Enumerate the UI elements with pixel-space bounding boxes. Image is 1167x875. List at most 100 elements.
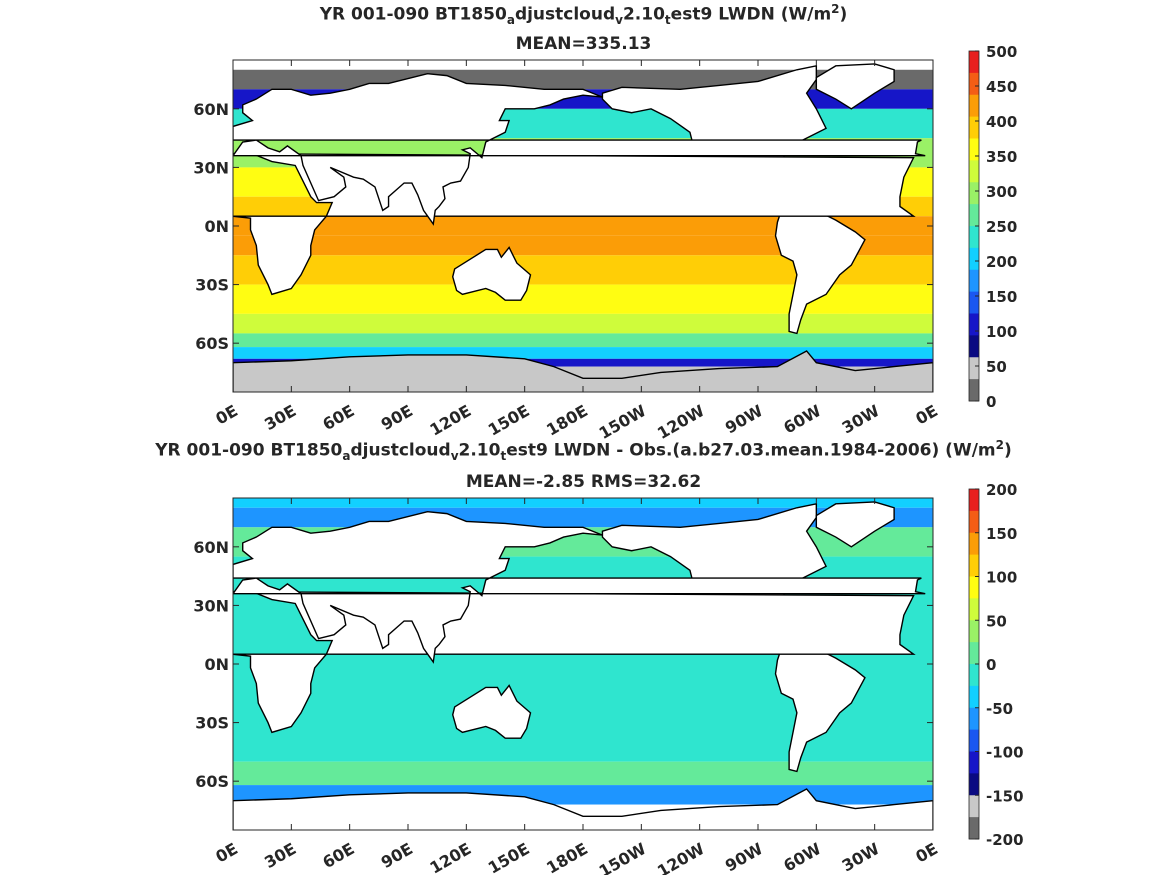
x-tick-label: 30E <box>261 401 299 434</box>
colorbar-segment <box>969 116 979 139</box>
colorbar-segment <box>969 247 979 271</box>
x-tick-label: 60E <box>319 839 357 872</box>
panel1-title: YR 001-090 BT1850adjustcloudv2.10test9 L… <box>319 2 848 28</box>
ocean-band <box>233 347 933 359</box>
colorbar-segment <box>969 729 979 752</box>
x-tick-label: 60W <box>780 839 824 875</box>
x-tick-label: 120W <box>654 839 708 875</box>
colorbar-segment <box>969 269 979 293</box>
colorbar-tick-label: 150 <box>986 525 1017 543</box>
y-tick-label: 60S <box>195 334 229 353</box>
x-tick-label: 180E <box>543 839 591 875</box>
colorbar-segment <box>969 313 979 336</box>
colorbar-tick-label: 100 <box>986 323 1017 341</box>
x-tick-label: 0E <box>912 401 941 428</box>
colorbar-segment <box>969 291 979 314</box>
colorbar-segment <box>969 620 979 643</box>
colorbar-segment <box>969 554 979 577</box>
colorbar-segment <box>969 685 979 709</box>
y-tick-label: 0N <box>204 217 229 236</box>
landmass-greenland <box>815 501 895 548</box>
x-tick-label: 0E <box>212 401 241 428</box>
y-tick-label: 30N <box>193 596 229 615</box>
colorbar-tick-label: 0 <box>986 393 996 411</box>
y-tick-label: 60N <box>193 100 229 119</box>
landmass-australia <box>451 684 532 739</box>
colorbar-segment <box>969 160 979 183</box>
landmass-antarctica <box>233 788 933 830</box>
ocean-band <box>233 216 933 236</box>
colorbar-tick-label: 200 <box>986 253 1017 271</box>
colorbar-tick-label: -150 <box>986 787 1024 805</box>
x-tick-label: 120W <box>654 401 708 443</box>
colorbar-tick-label: 400 <box>986 113 1017 131</box>
colorbar-tick-label: -200 <box>986 831 1024 849</box>
colorbar-segment <box>969 138 979 161</box>
colorbar-segment <box>969 204 979 227</box>
ocean-band <box>233 761 933 786</box>
colorbar-tick-label: 50 <box>986 612 1007 630</box>
colorbar-tick-label: 100 <box>986 569 1017 587</box>
ocean-band <box>233 358 933 367</box>
x-tick-label: 180E <box>543 401 591 440</box>
panel1-subtitle: MEAN=335.13 <box>515 34 652 54</box>
colorbar-tick-label: 200 <box>986 481 1017 499</box>
x-tick-label: 120E <box>426 401 474 440</box>
x-tick-label: 150W <box>596 839 650 875</box>
colorbar-tick-label: 300 <box>986 183 1017 201</box>
y-tick-label: 0N <box>204 655 229 674</box>
colorbar-tick-label: 150 <box>986 288 1017 306</box>
map-panel-1: 0E 30E 60E 90E 120E 150E 180E 150W 120W 90W 60W 30W… <box>193 43 1017 443</box>
colorbar-segment <box>969 576 979 599</box>
colorbar-segment <box>969 335 979 358</box>
x-tick-label: 90E <box>378 839 416 872</box>
x-tick-label: 0E <box>212 839 241 866</box>
colorbar-segment <box>969 795 979 818</box>
x-tick-label: 150E <box>485 401 533 440</box>
colorbar-segment <box>969 226 979 249</box>
ocean-band <box>233 235 933 256</box>
colorbar-segment <box>969 707 979 731</box>
colorbar-segment <box>969 751 979 774</box>
landmass-greenland <box>815 63 895 110</box>
landmass-southAmerica <box>774 203 866 335</box>
landmass-australia <box>451 246 532 301</box>
x-tick-label: 90W <box>722 401 766 438</box>
colorbar-tick-label: 50 <box>986 358 1007 376</box>
map-panel-2: 0E 30E 60E 90E 120E 150E 180E 150W 120W 90W 60W 30W… <box>193 481 1023 875</box>
colorbar-segment <box>969 51 979 74</box>
y-tick-label: 30S <box>195 714 229 733</box>
y-tick-label: 60N <box>193 538 229 557</box>
colorbar-segment <box>969 182 979 205</box>
x-tick-label: 120E <box>426 839 474 875</box>
x-tick-label: 0E <box>912 839 941 866</box>
colorbar-segment <box>969 773 979 796</box>
x-tick-label: 30E <box>261 839 299 872</box>
panel2-title: YR 001-090 BT1850adjustcloudv2.10test9 L… <box>155 438 1012 464</box>
x-tick-label: 90W <box>722 839 766 875</box>
x-tick-label: 30W <box>839 839 883 875</box>
x-tick-label: 30W <box>839 401 883 438</box>
landmass-eurasia <box>233 72 926 226</box>
x-tick-label: 150W <box>596 401 650 443</box>
x-tick-label: 90E <box>378 401 416 434</box>
x-tick-label: 60W <box>780 401 824 438</box>
colorbar-segment <box>969 94 979 118</box>
y-tick-label: 30N <box>193 158 229 177</box>
colorbar-segment <box>969 510 979 534</box>
colorbar-segment <box>969 817 979 840</box>
colorbar-segment <box>969 532 979 556</box>
colorbar-segment <box>969 664 979 687</box>
colorbar-tick-label: 350 <box>986 148 1017 166</box>
x-tick-label: 150E <box>485 839 533 875</box>
panel2-subtitle: MEAN=-2.85 RMS=32.62 <box>465 472 702 492</box>
y-tick-label: 60S <box>195 772 229 791</box>
colorbar-tick-label: 250 <box>986 218 1017 236</box>
ocean-band <box>233 313 933 334</box>
colorbar-segment <box>969 489 979 512</box>
colorbar-segment <box>969 379 979 402</box>
ocean-band <box>233 333 933 348</box>
colorbar-tick-label: -100 <box>986 744 1024 762</box>
colorbar-tick-label: -50 <box>986 700 1013 718</box>
